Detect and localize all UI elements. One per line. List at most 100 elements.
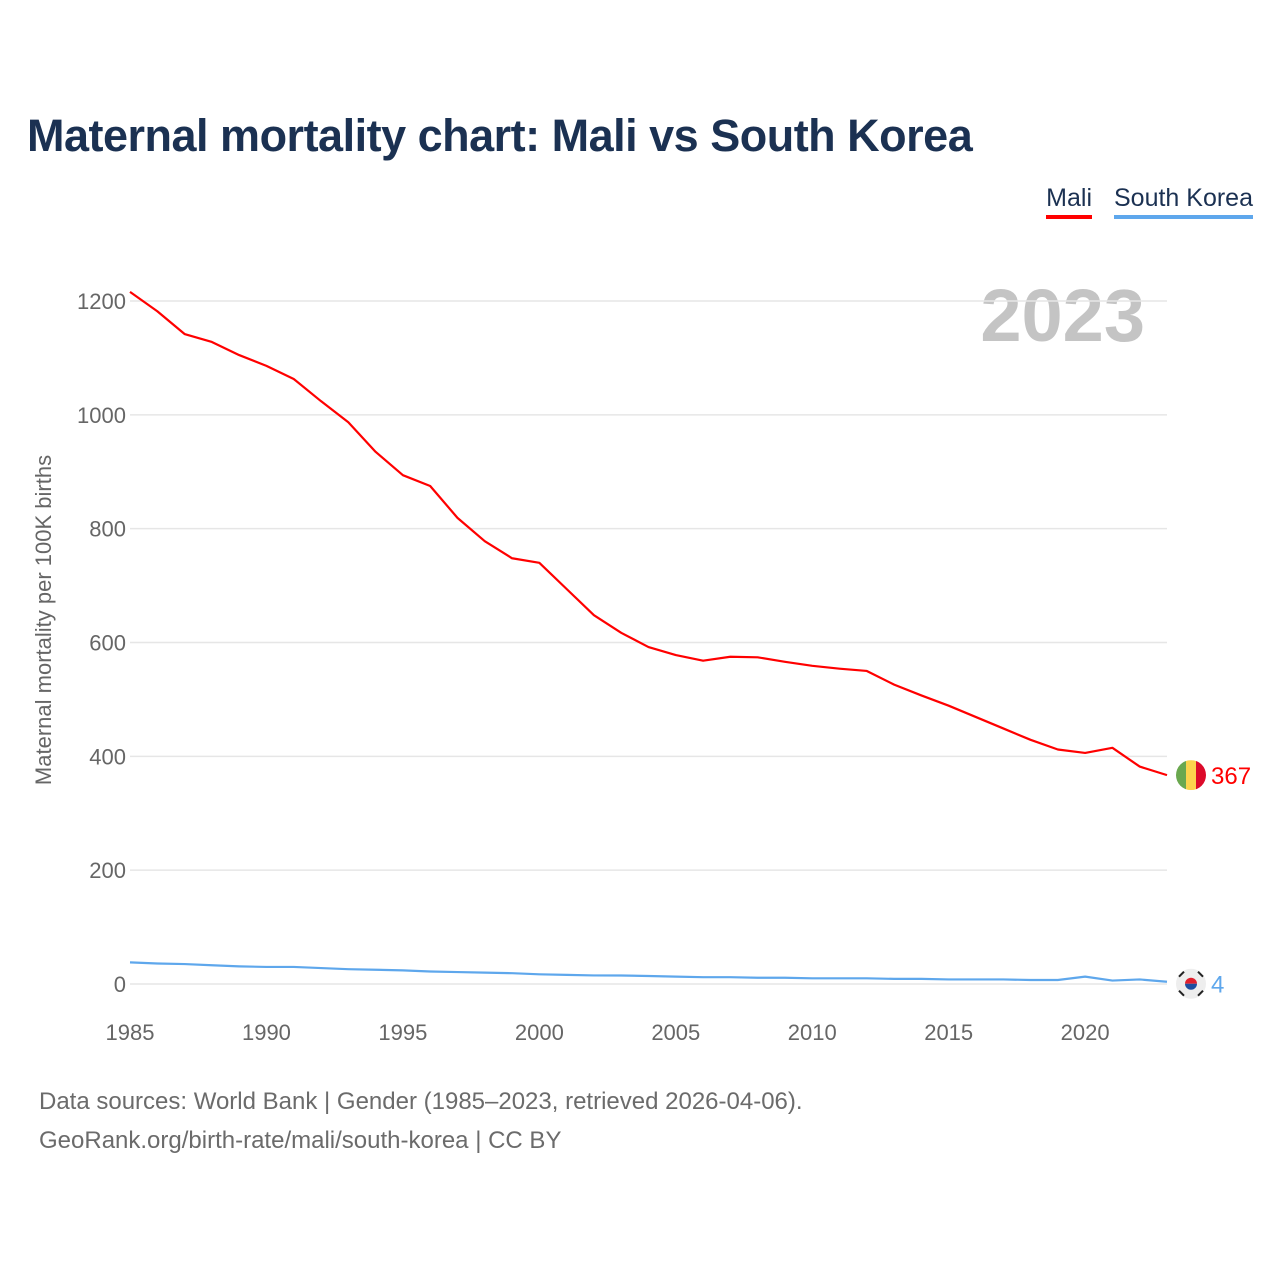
data-point [700, 658, 706, 664]
data-point [809, 663, 815, 669]
data-point [918, 692, 924, 698]
legend-item-mali[interactable]: Mali [1046, 184, 1092, 219]
data-point [1164, 772, 1170, 778]
data-point [154, 308, 160, 314]
source-link[interactable]: GeoRank.org/birth-rate/mali/south-korea … [39, 1127, 562, 1154]
legend-item-south-korea[interactable]: South Korea [1114, 184, 1253, 219]
data-point [536, 560, 542, 566]
end-value-label: 367 [1211, 763, 1251, 790]
data-point [755, 975, 761, 981]
data-point [973, 714, 979, 720]
data-point [782, 659, 788, 665]
data-point [454, 969, 460, 975]
data-point [345, 966, 351, 972]
data-point [564, 972, 570, 978]
data-point [209, 962, 215, 968]
x-tick-label: 2000 [515, 1020, 564, 1045]
data-point [127, 289, 133, 295]
data-point [1082, 974, 1088, 980]
x-tick-label: 1995 [378, 1020, 427, 1045]
data-point [509, 970, 515, 976]
legend: Mali South Korea [1046, 184, 1253, 219]
data-point [591, 612, 597, 618]
data-point [427, 483, 433, 489]
y-tick-label: 1200 [77, 289, 126, 314]
data-point [482, 970, 488, 976]
data-point [782, 975, 788, 981]
data-point [454, 515, 460, 521]
data-point [1055, 747, 1061, 753]
series-line-mali [129, 290, 1168, 777]
data-point [482, 538, 488, 544]
end-value-label: 4 [1211, 972, 1224, 999]
data-point [1000, 725, 1006, 731]
data-point [727, 654, 733, 660]
y-tick-label: 200 [89, 858, 126, 883]
data-point [427, 968, 433, 974]
data-point [1000, 976, 1006, 982]
y-tick-label: 400 [89, 744, 126, 769]
data-point [236, 963, 242, 969]
x-tick-label: 1985 [106, 1020, 155, 1045]
x-tick-label: 2005 [651, 1020, 700, 1045]
data-point [946, 703, 952, 709]
data-point [1137, 764, 1143, 770]
data-point [727, 974, 733, 980]
data-point [1137, 976, 1143, 982]
data-point [509, 555, 515, 561]
data-point [263, 964, 269, 970]
data-point [318, 398, 324, 404]
x-tick-label: 2020 [1061, 1020, 1110, 1045]
data-point [618, 972, 624, 978]
data-point [291, 376, 297, 382]
data-point [700, 974, 706, 980]
data-point [646, 644, 652, 650]
data-point [1055, 977, 1061, 983]
data-point [564, 586, 570, 592]
data-point [673, 652, 679, 658]
data-point [236, 352, 242, 358]
data-point [755, 654, 761, 660]
south-korea-flag-icon [1176, 968, 1206, 999]
data-point [918, 976, 924, 982]
data-point [837, 666, 843, 672]
chart-title: Maternal mortality chart: Mali vs South … [27, 110, 973, 161]
data-point [837, 975, 843, 981]
y-tick-label: 800 [89, 517, 126, 542]
data-point [263, 363, 269, 369]
data-point [1082, 750, 1088, 756]
data-point [1109, 978, 1115, 984]
data-point [400, 967, 406, 973]
data-point [1028, 977, 1034, 983]
y-tick-label: 600 [89, 631, 126, 656]
data-point [1109, 745, 1115, 751]
data-point [673, 974, 679, 980]
data-point [182, 961, 188, 967]
data-point [973, 976, 979, 982]
source-note: Data sources: World Bank | Gender (1985–… [39, 1088, 803, 1115]
y-tick-label: 0 [114, 972, 126, 997]
series-line-south-korea [129, 961, 1168, 983]
y-axis-label: Maternal mortality per 100K births [31, 455, 56, 785]
year-watermark: 2023 [980, 274, 1145, 357]
x-tick-label: 2010 [788, 1020, 837, 1045]
data-point [373, 449, 379, 455]
data-point [318, 965, 324, 971]
data-point [400, 472, 406, 478]
data-point [1164, 979, 1170, 985]
data-point [591, 972, 597, 978]
data-point [891, 976, 897, 982]
x-tick-label: 1990 [242, 1020, 291, 1045]
data-point [946, 976, 952, 982]
x-tick-label: 2015 [924, 1020, 973, 1045]
data-point [345, 419, 351, 425]
data-point [864, 668, 870, 674]
y-tick-label: 1000 [77, 403, 126, 428]
data-point [891, 682, 897, 688]
mali-flag-icon [1176, 760, 1206, 791]
data-point [291, 964, 297, 970]
data-point [646, 973, 652, 979]
data-point [1028, 737, 1034, 743]
